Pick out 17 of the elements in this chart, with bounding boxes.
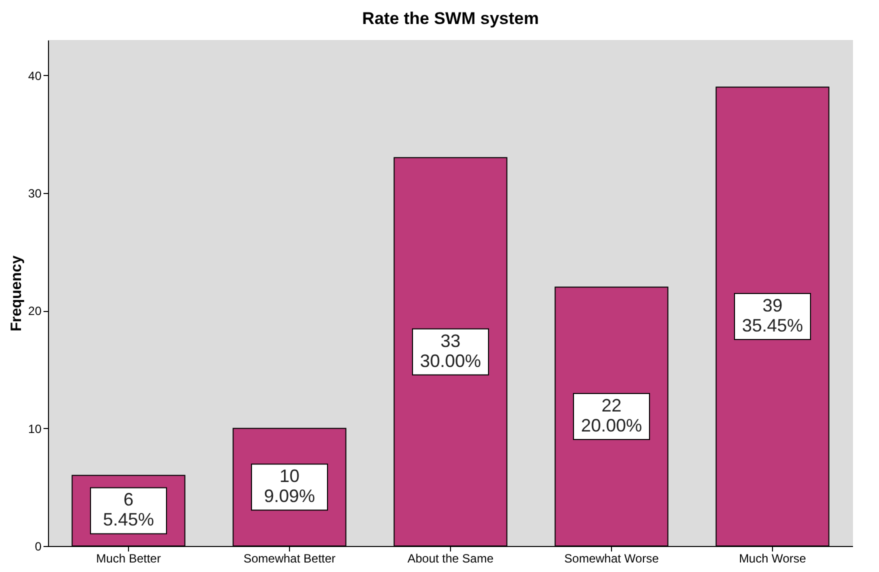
data-label: 39 35.45% [742, 296, 804, 336]
y-tick-label: 40 [28, 68, 42, 83]
y-tick-label: 10 [28, 422, 42, 436]
data-label: 33 30.00% [420, 330, 482, 371]
x-tick-label: Somewhat Worse [564, 552, 660, 566]
y-tick-label: 0 [34, 540, 42, 554]
y-tick-label: 30 [28, 186, 42, 200]
data-label: 10 9.09% [264, 466, 316, 506]
data-label: 22 20.00% [580, 396, 642, 436]
x-tick-label: Much Worse [738, 552, 806, 566]
x-tick-label: Somewhat Better [243, 552, 336, 566]
x-tick-label: About the Same [407, 552, 494, 566]
data-label: 6 5.45% [102, 490, 154, 530]
chart-title: Rate the SWM system [362, 9, 539, 28]
x-tick-label: Much Better [96, 552, 161, 566]
y-axis-title: Frequency [8, 254, 26, 332]
y-tick-label: 20 [28, 304, 42, 318]
